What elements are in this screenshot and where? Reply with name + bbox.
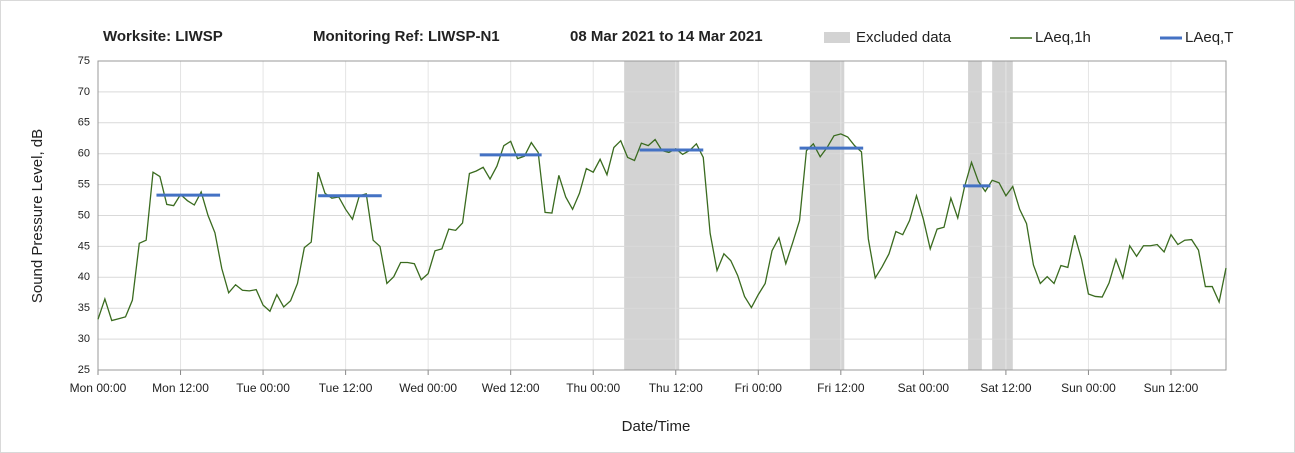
y-tick-label: 30 <box>78 333 90 345</box>
y-tick-label: 60 <box>78 148 90 160</box>
header-dates: 08 Mar 2021 to 14 Mar 2021 <box>570 28 763 45</box>
x-tick-label: Wed 12:00 <box>482 381 540 395</box>
legend-swatch <box>824 32 850 43</box>
x-tick-label: Thu 00:00 <box>566 381 620 395</box>
x-tick-label: Thu 12:00 <box>649 381 703 395</box>
y-tick-label: 45 <box>78 240 90 252</box>
y-tick-label: 35 <box>78 302 90 314</box>
x-tick-label: Tue 12:00 <box>319 381 373 395</box>
header-ref: Monitoring Ref: LIWSP-N1 <box>313 28 500 45</box>
y-tick-label: 50 <box>78 209 90 221</box>
x-tick-label: Mon 12:00 <box>152 381 209 395</box>
legend-label: Excluded data <box>856 29 952 46</box>
x-tick-label: Sun 12:00 <box>1144 381 1199 395</box>
y-axis-label: Sound Pressure Level, dB <box>29 129 46 303</box>
x-tick-label: Wed 00:00 <box>399 381 457 395</box>
header-worksite: Worksite: LIWSP <box>103 28 223 45</box>
legend-label: LAeq,1h <box>1035 29 1091 46</box>
x-tick-label: Mon 00:00 <box>70 381 127 395</box>
x-tick-label: Fri 00:00 <box>735 381 783 395</box>
y-tick-label: 55 <box>78 179 90 191</box>
x-tick-label: Sun 00:00 <box>1061 381 1116 395</box>
y-tick-label: 40 <box>78 271 90 283</box>
x-tick-label: Sat 00:00 <box>898 381 950 395</box>
legend-label: LAeq,T <box>1185 29 1233 46</box>
plot-border <box>97 60 1227 371</box>
y-tick-label: 25 <box>78 364 90 376</box>
x-tick-label: Fri 12:00 <box>817 381 865 395</box>
x-axis-label: Date/Time <box>622 418 691 435</box>
y-tick-label: 70 <box>78 86 90 98</box>
y-tick-label: 65 <box>78 117 90 129</box>
x-tick-label: Sat 12:00 <box>980 381 1032 395</box>
y-tick-label: 75 <box>78 55 90 67</box>
x-tick-label: Tue 00:00 <box>236 381 290 395</box>
